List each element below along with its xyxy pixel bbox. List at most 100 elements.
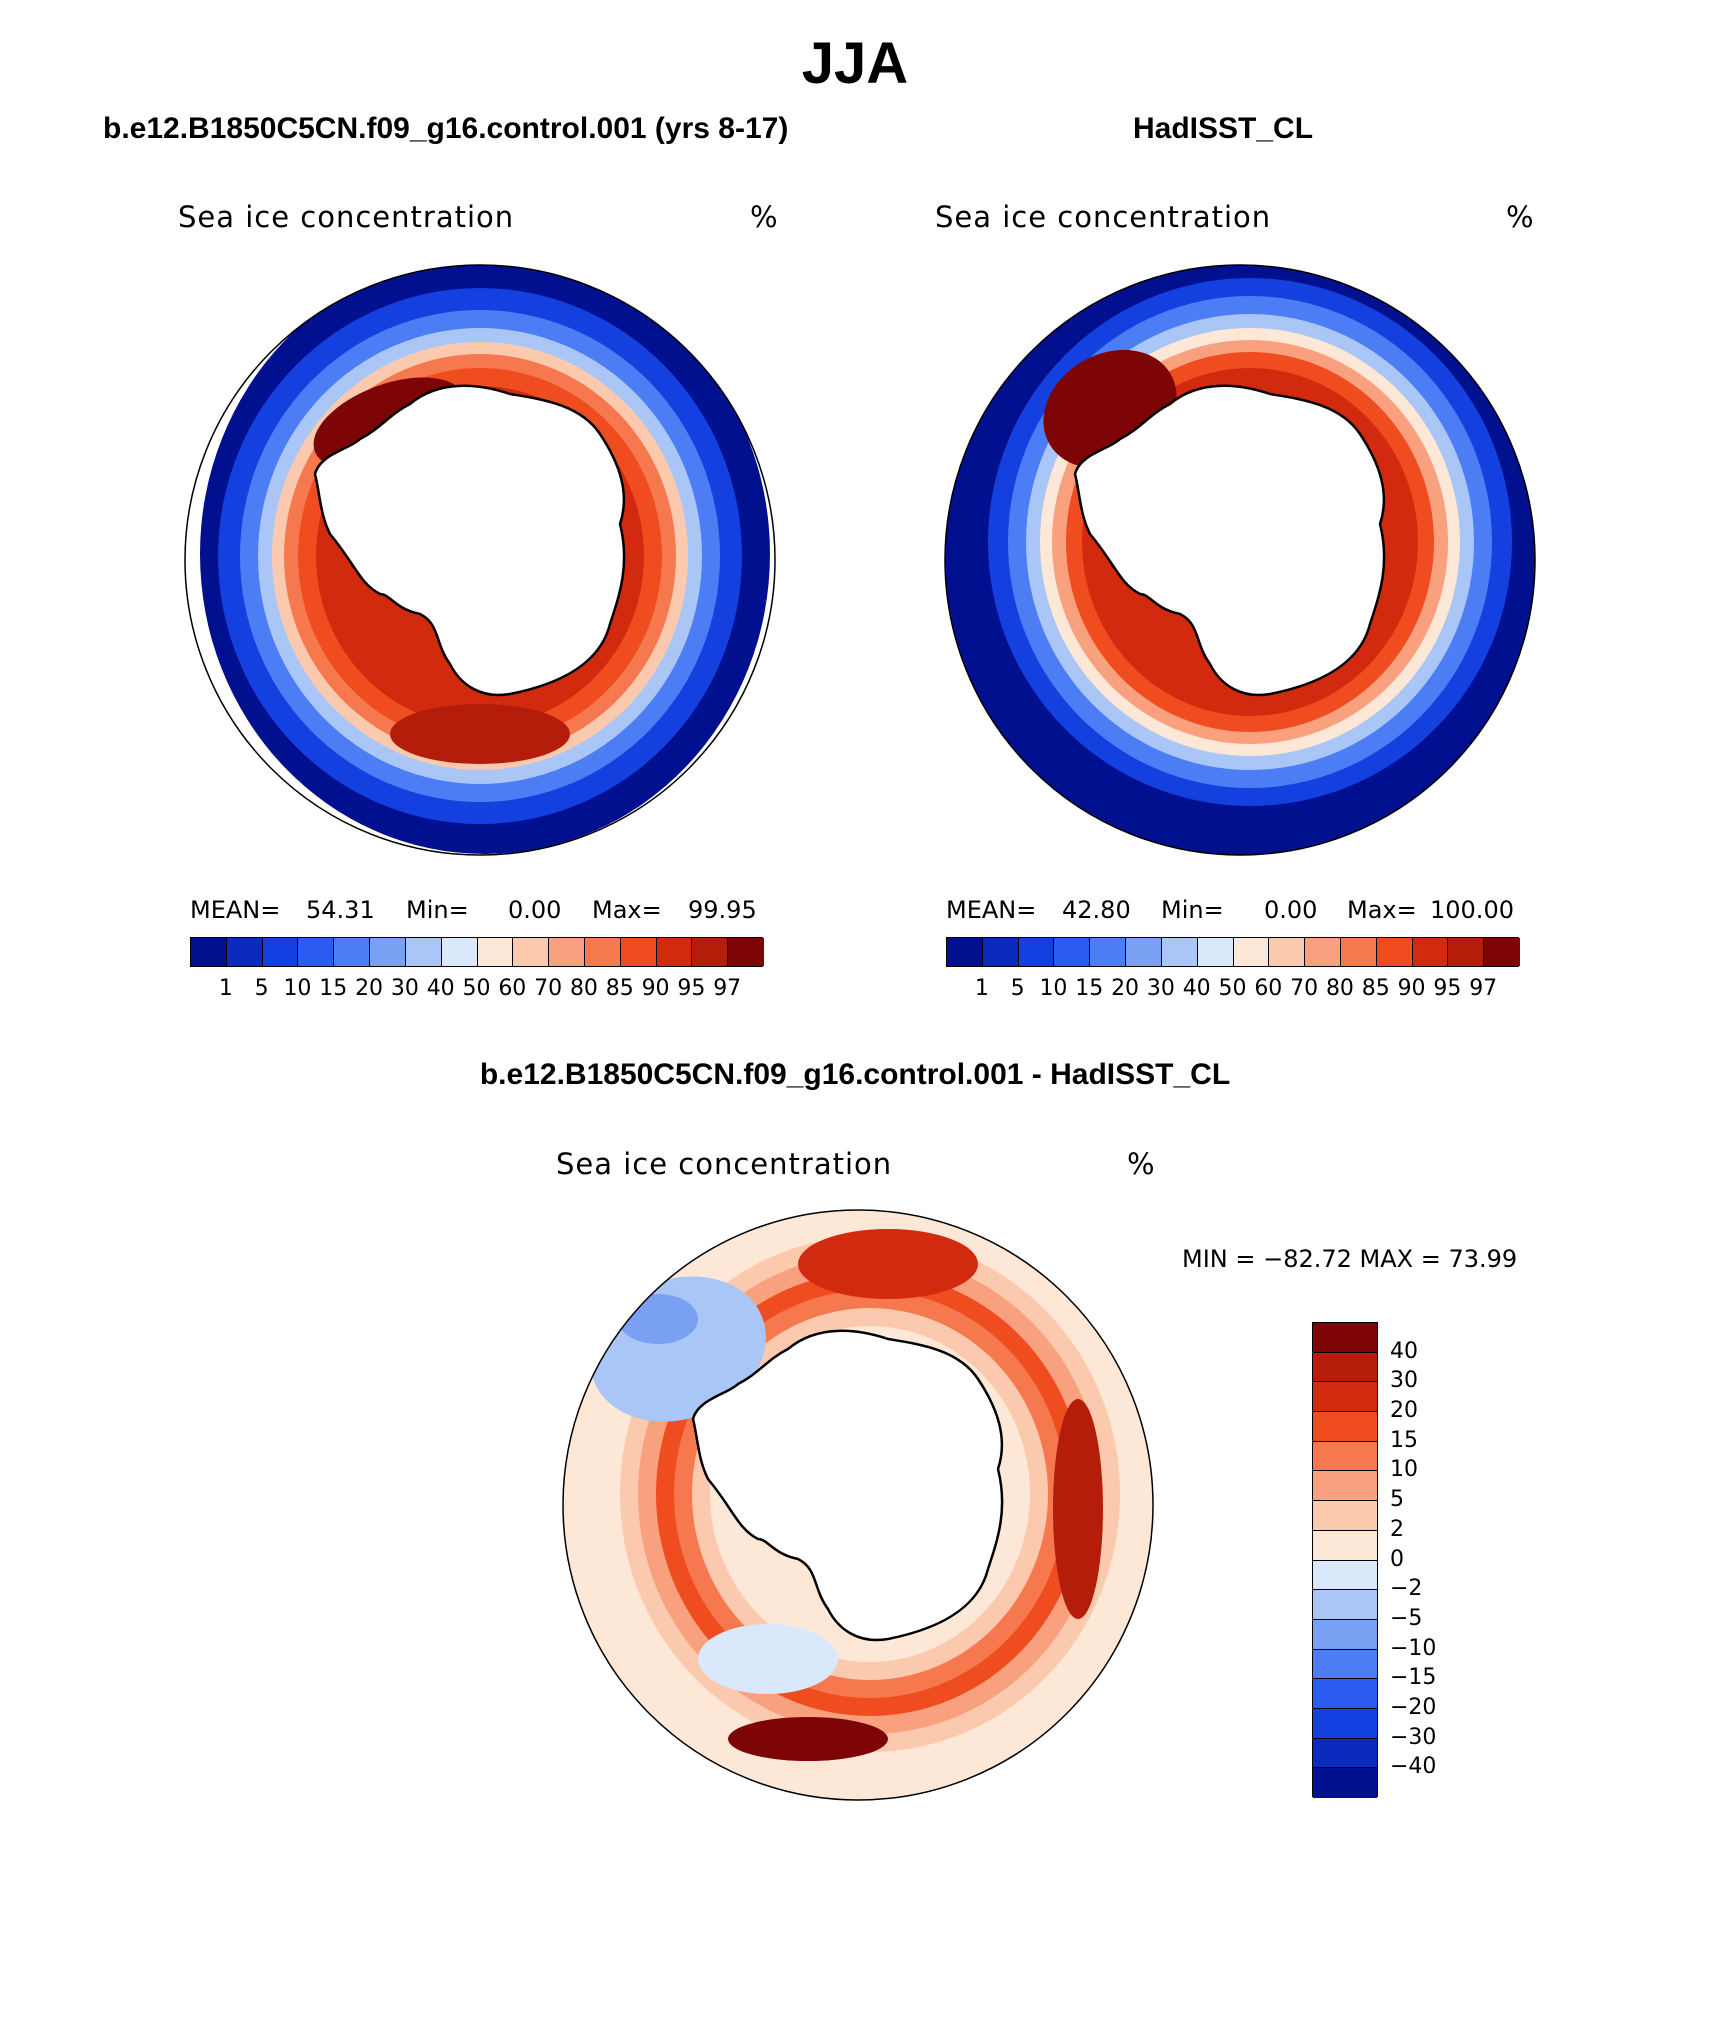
panel-2-colorbar-swatch	[1376, 938, 1413, 966]
panel-1-max-value: 99.95	[688, 896, 757, 924]
panel-1-colorbar-swatch	[262, 938, 299, 966]
panel-1-colorbar-tick-label: 97	[713, 976, 742, 1001]
panel-2-colorbar-swatch	[1197, 938, 1234, 966]
panel-1-colorbar-swatch	[370, 938, 406, 966]
difference-colorbar-swatch	[1313, 1590, 1377, 1620]
panel-1-colorbar-tick-label: 60	[498, 976, 527, 1001]
panel-2-colorbar-tick-label: 95	[1433, 976, 1462, 1001]
panel-2-variable-label: Sea ice concentration	[935, 200, 1272, 234]
difference-colorbar-tick-label: −15	[1390, 1665, 1437, 1691]
difference-colorbar-tick-label: −5	[1390, 1605, 1423, 1631]
panel-2-colorbar-swatch	[947, 938, 983, 966]
difference-colorbar-swatch	[1313, 1708, 1377, 1739]
difference-colorbar-tick-label: 5	[1390, 1487, 1404, 1513]
difference-colorbar-swatch	[1313, 1441, 1377, 1472]
panel-1-colorbar-tick-label: 15	[319, 976, 348, 1001]
panel-1-colorbar-swatch	[298, 938, 335, 966]
panel-1-colorbar	[190, 937, 764, 967]
panel-1-min-label: Min=	[406, 896, 469, 924]
panel-1-map	[184, 264, 776, 856]
difference-colorbar-tick-label: −2	[1390, 1576, 1423, 1602]
antarctica-landmass	[313, 384, 626, 697]
difference-colorbar-swatch	[1313, 1560, 1377, 1591]
panel-2-colorbar-swatch	[1054, 938, 1091, 966]
difference-colorbar-tick-label: 15	[1390, 1427, 1418, 1453]
difference-colorbar-tick-label: 20	[1390, 1398, 1418, 1424]
difference-colorbar-swatch	[1313, 1679, 1377, 1709]
difference-colorbar-tick-label: −40	[1390, 1754, 1437, 1780]
difference-colorbar-tick-label: 2	[1390, 1516, 1404, 1542]
panel-1-colorbar-tick-label: 40	[426, 976, 455, 1001]
panel-2-colorbar-tick-label: 40	[1182, 976, 1211, 1001]
panel-2-max-label: Max=	[1347, 896, 1417, 924]
panel-2-colorbar-tick-label: 90	[1397, 976, 1426, 1001]
panel-2-colorbar-tick-label: 50	[1218, 976, 1247, 1001]
difference-colorbar-swatch	[1313, 1501, 1377, 1531]
difference-colorbar-tick-label: −30	[1390, 1724, 1437, 1750]
panel-1-colorbar-swatch	[191, 938, 227, 966]
panel-2-colorbar-swatch	[1340, 938, 1377, 966]
panel-1-colorbar-swatch	[692, 938, 729, 966]
panel-1-colorbar-tick-label: 20	[355, 976, 384, 1001]
panel-2-colorbar-swatch	[1090, 938, 1127, 966]
panel-1-colorbar-swatch	[226, 938, 263, 966]
panel-1-colorbar-ticks: 1 5 10 15 20 30 40 50 60 70 80 85 90 95 97	[190, 976, 763, 1006]
panel-1-colorbar-swatch	[584, 938, 621, 966]
panel-1-colorbar-swatch	[620, 938, 657, 966]
panel-1-colorbar-tick-label: 5	[254, 976, 269, 1001]
figure-title: JJA	[801, 31, 909, 96]
panel-2-colorbar-tick-label: 15	[1075, 976, 1104, 1001]
panel-1-colorbar-tick-label: 90	[641, 976, 670, 1001]
panel-2-max-value: 100.00	[1430, 896, 1514, 924]
panel-2-colorbar-tick-label: 80	[1325, 976, 1354, 1001]
panel-1-units-label: %	[750, 200, 779, 234]
panel-2-colorbar-swatch	[1161, 938, 1198, 966]
panel-2-case-title: HadISST_CL	[1133, 112, 1314, 145]
panel-1-colorbar-tick-label: 70	[534, 976, 563, 1001]
difference-colorbar-swatch	[1313, 1649, 1377, 1680]
panel-2-map	[944, 264, 1536, 856]
panel-2-mean-label: MEAN=	[946, 896, 1037, 924]
panel-2-min-label: Min=	[1161, 896, 1224, 924]
panel-2-colorbar-tick-label: 85	[1361, 976, 1390, 1001]
panel-2-colorbar-swatch	[1305, 938, 1341, 966]
panel-2-colorbar-tick-label: 60	[1254, 976, 1283, 1001]
panel-1-colorbar-tick-label: 50	[462, 976, 491, 1001]
difference-colorbar-tick-label: −20	[1390, 1694, 1437, 1720]
difference-colorbar	[1312, 1322, 1378, 1798]
panel-2-colorbar-swatch	[1412, 938, 1449, 966]
panel-2-colorbar-swatch	[1233, 938, 1270, 966]
panel-2-colorbar-swatch	[1448, 938, 1485, 966]
difference-colorbar-swatch	[1313, 1412, 1377, 1442]
panel-1-mean-label: MEAN=	[190, 896, 281, 924]
panel-1-max-label: Max=	[592, 896, 662, 924]
difference-colorbar-swatch	[1313, 1738, 1377, 1769]
panel-1-colorbar-swatch	[405, 938, 442, 966]
difference-variable-label: Sea ice concentration	[556, 1147, 893, 1181]
difference-colorbar-swatch	[1313, 1471, 1377, 1502]
difference-colorbar-tick-label: 10	[1390, 1457, 1418, 1483]
panel-2-colorbar-swatch	[1484, 938, 1520, 966]
panel-1-variable-label: Sea ice concentration	[178, 200, 515, 234]
difference-colorbar-swatch	[1313, 1530, 1377, 1561]
panel-2-colorbar-tick-label: 1	[974, 976, 989, 1001]
panel-1-colorbar-swatch	[441, 938, 478, 966]
panel-1-colorbar-swatch	[334, 938, 371, 966]
difference-colorbar-swatch	[1313, 1382, 1377, 1413]
difference-colorbar-tick-label: 0	[1390, 1546, 1404, 1572]
panel-2-colorbar-tick-label: 5	[1010, 976, 1025, 1001]
panel-2-units-label: %	[1506, 200, 1535, 234]
panel-1-case-title: b.e12.B1850C5CN.f09_g16.control.001 (yrs…	[103, 112, 789, 145]
panel-2-colorbar	[946, 937, 1520, 967]
difference-colorbar-tick-label: −10	[1390, 1635, 1437, 1661]
difference-title: b.e12.B1850C5CN.f09_g16.control.001 - Ha…	[479, 1058, 1231, 1091]
panel-1-colorbar-tick-label: 10	[283, 976, 312, 1001]
antarctica-landmass	[1073, 384, 1386, 697]
panel-2-mean-value: 42.80	[1062, 896, 1131, 924]
panel-1-colorbar-swatch	[728, 938, 764, 966]
difference-colorbar-swatch	[1313, 1619, 1377, 1650]
panel-2-colorbar-tick-label: 70	[1290, 976, 1319, 1001]
difference-colorbar-tick-label: 40	[1390, 1338, 1418, 1364]
panel-1-mean-value: 54.31	[306, 896, 375, 924]
panel-1-colorbar-tick-label: 80	[569, 976, 598, 1001]
